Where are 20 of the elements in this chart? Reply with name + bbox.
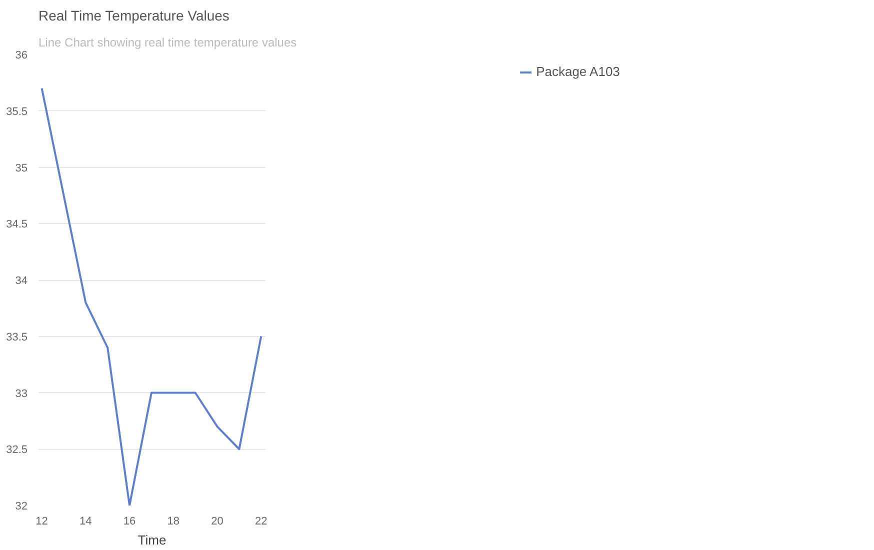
- legend-label: Package A103: [536, 64, 620, 79]
- y-tick-label: 34: [15, 275, 28, 287]
- x-axis-title: Time: [138, 532, 166, 548]
- x-tick-label: 16: [123, 516, 136, 528]
- y-tick-label: 35.5: [6, 106, 28, 118]
- y-tick-label: 33.5: [6, 331, 28, 344]
- y-tick-label: 36: [15, 50, 28, 62]
- y-tick-label: 33: [15, 388, 28, 400]
- x-tick-label: 20: [211, 516, 224, 528]
- x-tick-label: 14: [80, 516, 92, 528]
- x-tick-label: 12: [36, 516, 48, 528]
- x-tick-label: 18: [167, 516, 180, 528]
- line-series: [40, 87, 262, 506]
- y-tick-label: 32: [15, 500, 28, 512]
- chart-subtitle: Line Chart showing real time temperature values: [38, 36, 297, 50]
- y-tick-label: 32.5: [6, 444, 28, 456]
- y-tick-label: 34.5: [6, 218, 28, 231]
- x-tick-label: 22: [254, 516, 268, 528]
- y-tick-label: 35: [15, 162, 28, 174]
- chart-title: Real Time Temperature Values: [38, 8, 230, 24]
